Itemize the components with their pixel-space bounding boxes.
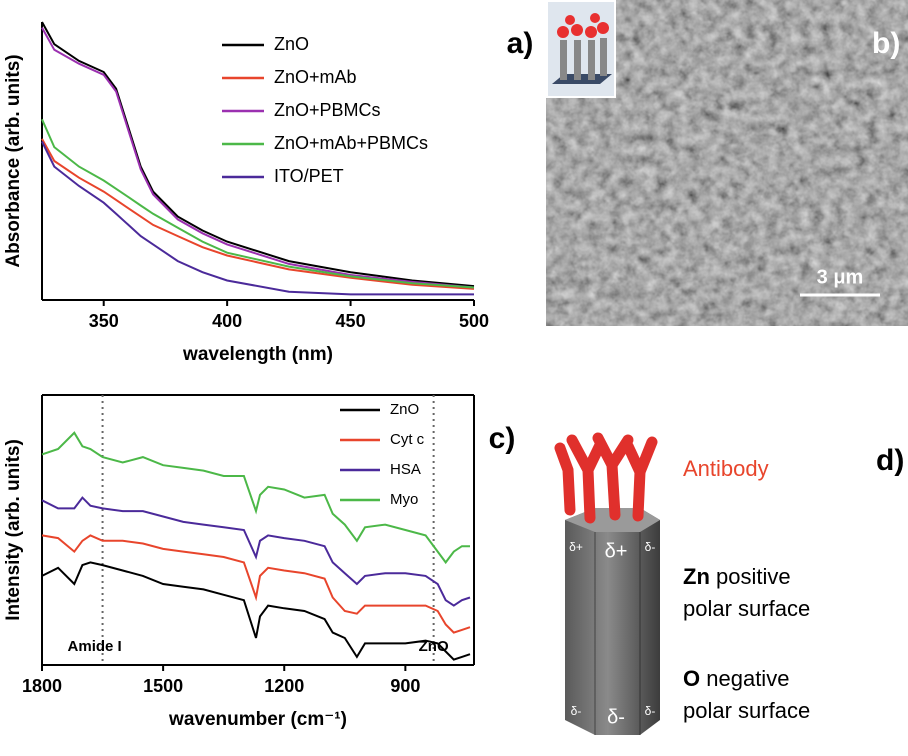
panel-label: c) [489, 422, 516, 455]
x-tick-label: 350 [89, 311, 119, 331]
legend-label: ZnO [274, 34, 309, 54]
x-tick-label: 450 [336, 311, 366, 331]
element: Zn [683, 564, 710, 589]
data-line [42, 142, 474, 295]
legend-label: ZnO [390, 401, 419, 418]
description-text: negative [706, 666, 789, 691]
legend-label: Myo [390, 491, 418, 508]
element: O [683, 666, 700, 691]
data-line [42, 139, 474, 289]
panel-label: a) [507, 27, 534, 60]
y-axis-label: Intensity (arb. units) [3, 439, 24, 621]
data-line [42, 28, 474, 288]
description: O negative [683, 666, 789, 691]
legend-label: ZnO+mAb [274, 67, 357, 87]
charge: δ+ [605, 540, 628, 562]
data-line [42, 22, 474, 286]
charge: δ- [645, 704, 656, 718]
description: Zn positive [683, 564, 791, 589]
x-tick-label: 900 [390, 676, 420, 696]
charge: δ+ [569, 540, 583, 554]
charge: δ- [645, 540, 656, 554]
x-tick-label: 400 [212, 311, 242, 331]
panel-label: b) [872, 27, 900, 60]
charge: δ- [571, 704, 582, 718]
x-axis-label: wavenumber (cm⁻¹) [168, 709, 347, 730]
legend-label: ITO/PET [274, 166, 344, 186]
data-line [42, 535, 470, 632]
x-tick-label: 1800 [22, 676, 62, 696]
x-tick-label: 500 [459, 311, 489, 331]
x-tick-label: 1500 [143, 676, 183, 696]
x-tick-label: 1200 [264, 676, 304, 696]
legend-label: ZnO+mAb+PBMCs [274, 133, 428, 153]
y-axis-label: Absorbance (arb. units) [3, 54, 24, 267]
x-axis-label: wavelength (nm) [182, 344, 333, 365]
description-text: positive [716, 564, 791, 589]
legend-label: HSA [390, 461, 421, 478]
description: polar surface [683, 596, 810, 621]
nanorod-schematic [560, 438, 660, 735]
legend-label: ZnO+PBMCs [274, 100, 381, 120]
figure: 3 μm b) δ+ δ+ δ- δ- δ- δ- Antibody Zn po… [0, 0, 908, 756]
annotation: Amide I [68, 638, 122, 655]
charge: δ- [607, 706, 625, 728]
panel-label: d) [876, 444, 904, 477]
description: polar surface [683, 698, 810, 723]
antibody-label: Antibody [683, 456, 769, 481]
legend-label: Cyt c [390, 431, 425, 448]
scale-bar-label: 3 μm [817, 266, 864, 288]
